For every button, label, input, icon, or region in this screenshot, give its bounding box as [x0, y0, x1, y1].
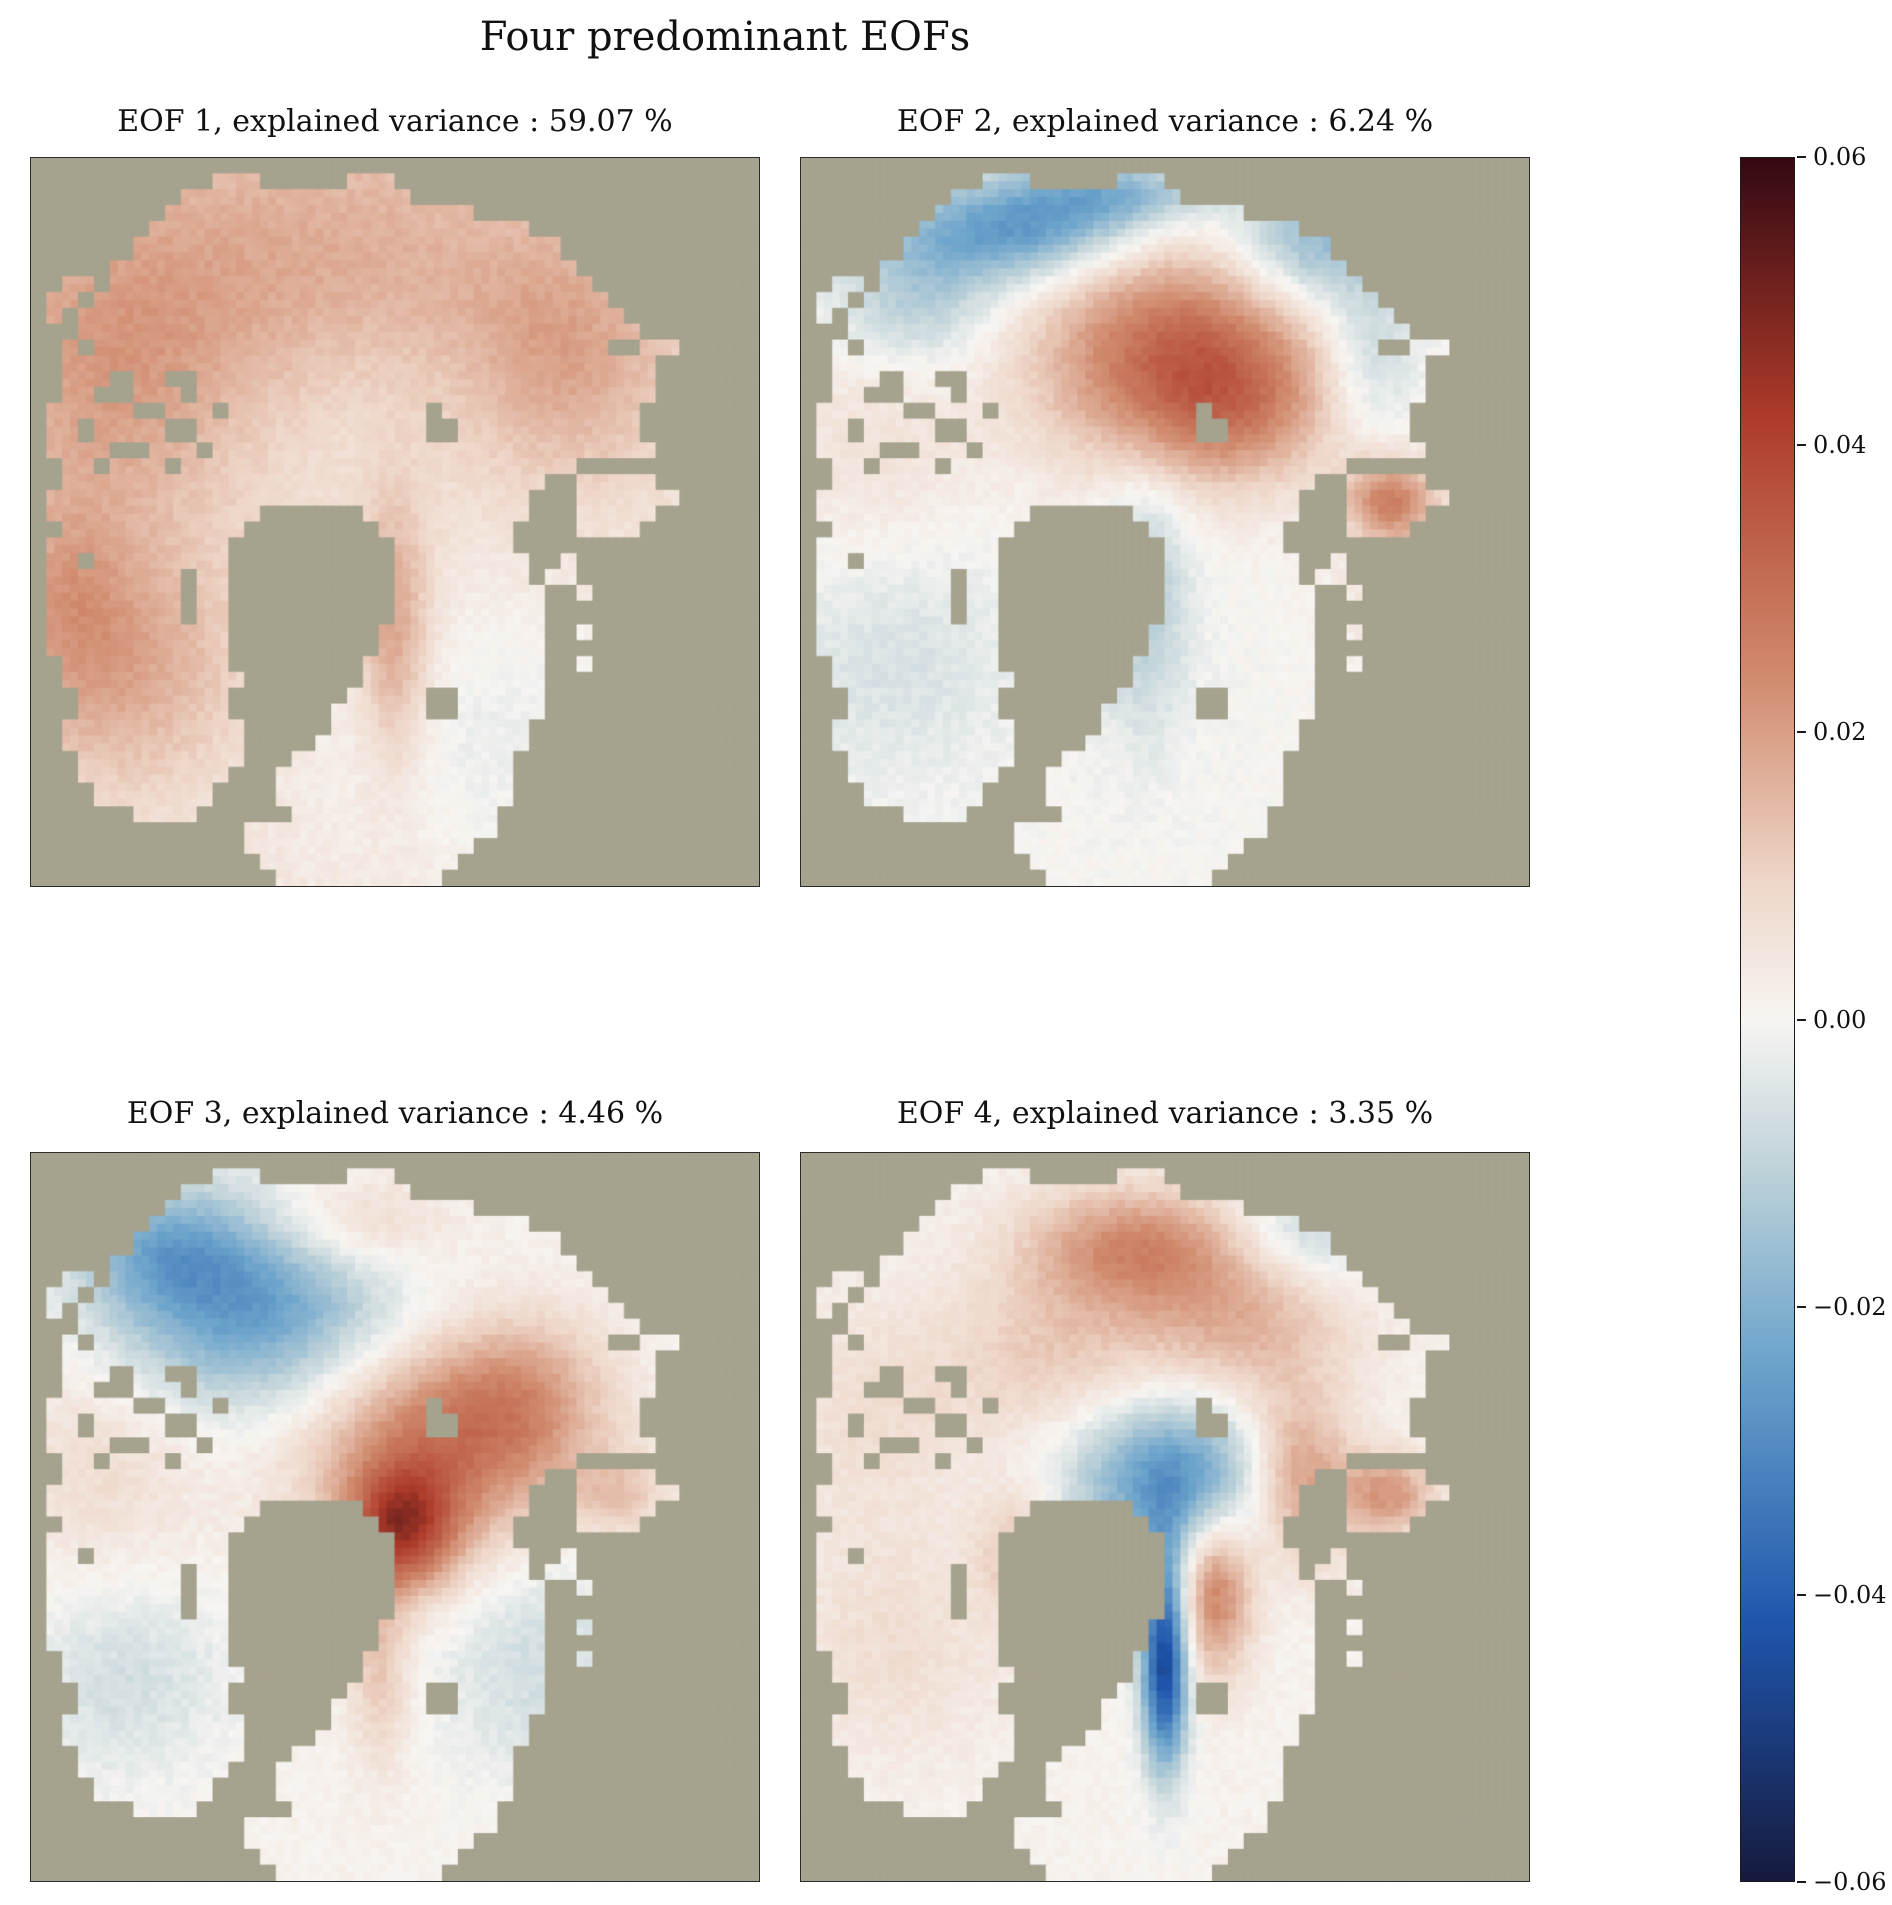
figure-title: Four predominant EOFs [479, 14, 971, 60]
colorbar-tick-label: −0.04 [1813, 1580, 1887, 1609]
colorbar-tick-label: 0.06 [1813, 143, 1867, 171]
eof1-title: EOF 1, explained variance : 59.07 % [117, 104, 673, 139]
colorbar-tick-label: 0.02 [1813, 718, 1867, 746]
colorbar-gradient [1740, 157, 1795, 1882]
colorbar-tick [1797, 1018, 1806, 1021]
colorbar-tick [1797, 1306, 1806, 1308]
eof4-map-canvas [800, 1152, 1530, 1882]
colorbar-tick [1797, 731, 1806, 733]
eof2-title: EOF 2, explained variance : 6.24 % [896, 104, 1434, 139]
colorbar-tick [1797, 156, 1806, 158]
eof3-title: EOF 3, explained variance : 4.46 % [126, 1096, 664, 1131]
eof3-map-canvas [30, 1152, 760, 1882]
eof1-map-canvas [30, 157, 760, 887]
eof2-map-canvas [800, 157, 1530, 887]
colorbar-tick [1797, 1593, 1806, 1596]
colorbar-tick-label: 0.04 [1813, 430, 1867, 459]
colorbar-tick [1797, 1881, 1806, 1883]
colorbar-tick-label: −0.02 [1813, 1293, 1887, 1321]
eof4-title: EOF 4, explained variance : 3.35 % [896, 1096, 1434, 1131]
colorbar-tick-label: 0.00 [1813, 1005, 1867, 1034]
colorbar-tick [1797, 443, 1806, 446]
colorbar-tick-label: −0.06 [1813, 1868, 1887, 1896]
colorbar-ticks: 0.06 0.04 0.02 0.00 −0.02 −0.04 −0.06 [1797, 143, 1892, 1896]
